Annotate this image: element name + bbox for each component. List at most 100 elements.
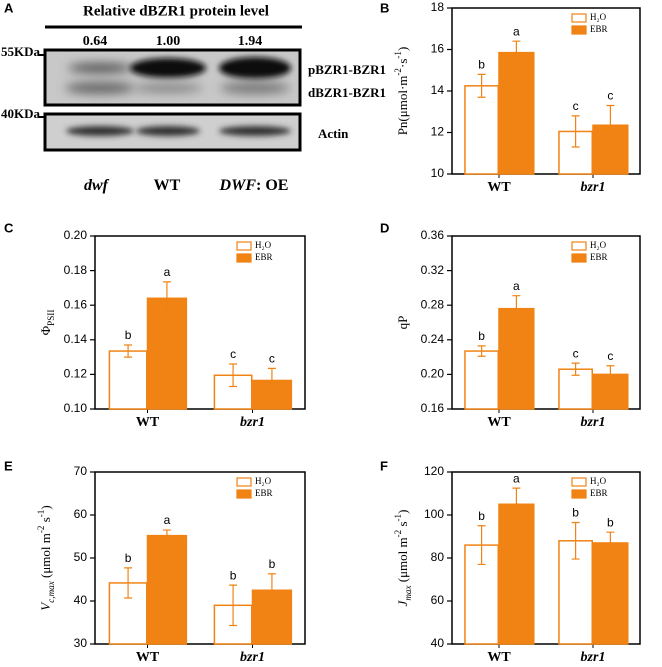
- y-tick-label: 10: [431, 166, 445, 180]
- error-bar: [124, 567, 133, 599]
- panel-label: F: [380, 458, 388, 473]
- significance-letter: a: [513, 279, 520, 293]
- legend-label: EBR: [590, 252, 608, 262]
- y-tick-label: 0.16: [64, 297, 88, 311]
- legend-label: EBR: [255, 488, 273, 498]
- y-tick-label: 14: [431, 83, 445, 97]
- significance-letter: c: [607, 89, 613, 103]
- legend-label: EBR: [590, 24, 608, 34]
- significance-letter: b: [607, 515, 614, 529]
- error-bar: [606, 104, 615, 146]
- legend-label: EBR: [255, 252, 273, 262]
- y-axis-label: qP: [395, 316, 410, 330]
- y-tick-label: 0.20: [64, 228, 88, 242]
- chart-panel: E 30 40 50 60 70 Vc,max (μmol m-2 s-1) WT bzr1 b b…: [4, 458, 306, 665]
- legend-swatch: [571, 477, 587, 487]
- y-axis-label: Jmax (μmol m-2 s-1): [393, 510, 413, 607]
- marker-label: 55KDa: [1, 44, 41, 59]
- significance-letter: b: [269, 557, 276, 571]
- band-label: pBZR1-BZR1: [308, 62, 386, 77]
- x-tick-label: WT: [487, 180, 511, 195]
- label-part: qP: [395, 316, 410, 330]
- y-tick-label: 40: [74, 593, 88, 607]
- x-tick-label: bzr1: [581, 180, 606, 195]
- y-tick-label: 60: [74, 507, 88, 521]
- label-part: -1: [393, 51, 403, 59]
- label-part: c,max: [46, 581, 56, 602]
- ratio: 1.00: [156, 34, 181, 49]
- x-tick-label: bzr1: [240, 415, 265, 430]
- significance-letter: c: [573, 99, 579, 113]
- y-axis-label: Vc,max (μmol m-2 s-1): [36, 505, 56, 610]
- marker-label: 40KDa: [1, 106, 41, 121]
- error-bar: [606, 365, 615, 384]
- label-part: Pn(μmol·m: [395, 76, 410, 136]
- lane-label-part: WT: [154, 177, 181, 194]
- chart-panel: C 0.10 0.12 0.14 0.16 0.18 0.20 ΦPSII WT bzr1 b c H₂…: [4, 220, 306, 430]
- chart-panel: D 0.16 0.20 0.24 0.28 0.32 0.36 qP WT bzr1 b c H₂O a c…: [380, 220, 641, 430]
- legend-swatch: [236, 477, 252, 487]
- bar: [464, 85, 499, 175]
- x-tick-label: WT: [136, 415, 160, 430]
- label-part: s: [38, 517, 53, 525]
- error-bar: [512, 295, 521, 323]
- significance-letter: a: [164, 265, 171, 279]
- significance-letter: b: [125, 328, 132, 342]
- panel-label: D: [380, 220, 389, 235]
- significance-letter: c: [269, 352, 275, 366]
- x-tick-label: bzr1: [581, 650, 606, 665]
- lane-label-part: dwf: [84, 177, 110, 194]
- legend-swatch: [571, 13, 587, 23]
- y-tick-label: 40: [431, 636, 445, 650]
- error-bar: [571, 521, 580, 560]
- legend-label: H₂O: [255, 476, 272, 486]
- legend-swatch: [236, 253, 252, 263]
- error-bar: [512, 40, 521, 65]
- x-tick-label: bzr1: [581, 415, 606, 430]
- y-tick-label: 18: [431, 0, 445, 14]
- bar: [498, 51, 535, 175]
- significance-letter: b: [125, 551, 132, 565]
- legend-swatch: [571, 241, 587, 251]
- significance-letter: b: [230, 568, 237, 582]
- blot-title: Relative dBZR1 protein level: [83, 3, 269, 19]
- legend-swatch: [571, 489, 587, 499]
- y-tick-label: 0.24: [421, 332, 445, 346]
- y-tick-label: 0.10: [64, 401, 88, 415]
- panel-label: B: [380, 0, 389, 15]
- label-part: ): [395, 510, 410, 514]
- panel-label: C: [4, 220, 14, 235]
- y-axis-label: ΦPSII: [38, 310, 56, 336]
- error-bar: [571, 115, 580, 148]
- label-part: max: [403, 586, 413, 601]
- y-tick-label: 60: [431, 593, 445, 607]
- label-part: -2: [36, 525, 46, 533]
- error-bar: [606, 531, 615, 555]
- ratio: 1.94: [238, 34, 263, 49]
- bar: [108, 350, 148, 410]
- significance-letter: c: [573, 346, 579, 360]
- plot-frame: [451, 235, 641, 410]
- band-label: dBZR1-BZR1: [308, 85, 386, 100]
- lane-label-part: DWF: [219, 177, 257, 194]
- error-bar: [477, 73, 486, 98]
- significance-letter: a: [164, 513, 171, 527]
- y-tick-label: 0.14: [64, 332, 88, 346]
- lane-label: DWF: OE: [219, 177, 289, 194]
- significance-letter: c: [230, 347, 236, 361]
- error-bar: [229, 363, 238, 388]
- blot-lower: [38, 112, 302, 152]
- bar: [592, 542, 629, 645]
- panel-label: E: [4, 458, 13, 473]
- legend-swatch: [571, 25, 587, 35]
- error-bar: [267, 573, 276, 608]
- y-axis-label: Pn(μmol·m-2·s-1): [393, 47, 410, 136]
- error-bar: [229, 584, 238, 627]
- bar: [146, 534, 188, 645]
- y-tick-label: 0.32: [421, 263, 445, 277]
- y-tick-label: 0.28: [421, 297, 445, 311]
- lane-label-part: : OE: [256, 177, 288, 194]
- label-part: J: [395, 599, 410, 606]
